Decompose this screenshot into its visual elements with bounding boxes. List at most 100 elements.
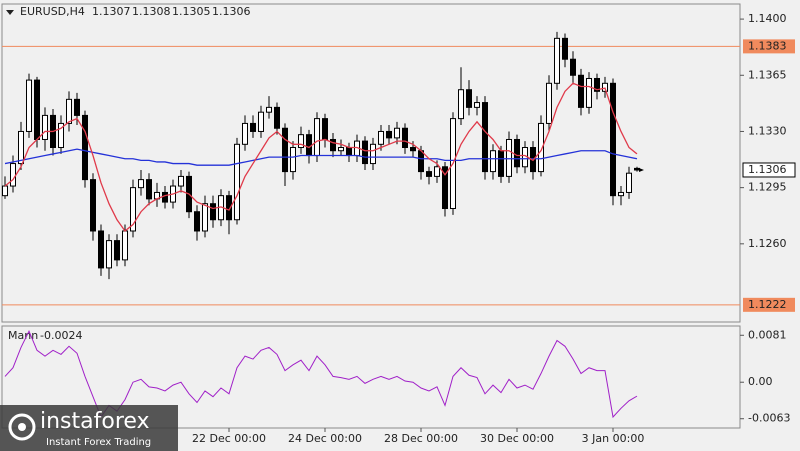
candle-body [594,77,600,92]
logo-bg [0,405,178,451]
candle-body [138,179,144,189]
candle-body [442,166,448,210]
candle-body [322,118,328,140]
level-label: 1.1383 [748,39,787,52]
candle-body [538,122,544,173]
level-label: 1.1222 [748,298,787,311]
candle-body [346,147,352,157]
candle-body [274,106,280,129]
candle-body [426,171,432,177]
candle-body [82,114,88,181]
candle-body [626,172,632,193]
candle-body [370,143,376,165]
candle-body [210,203,216,221]
x-tick-label: 30 Dec 00:00 [480,432,554,445]
candle-body [418,150,424,173]
header-high: 1.1308 [132,5,171,18]
indicator-tick-label: 0.0081 [748,328,787,341]
header-close: 1.1306 [212,5,251,18]
candle-body [258,111,264,132]
candle-body [194,211,200,232]
candle-body [434,166,440,177]
candle-body [482,102,488,173]
x-tick-label: 24 Dec 00:00 [288,432,362,445]
candle-body [362,140,368,165]
candle-body [106,240,112,269]
y-tick-label: 1.1260 [748,237,787,250]
candle-body [410,147,416,152]
candle-body [250,122,256,132]
candle-body [146,179,152,200]
candle-body [458,89,464,120]
x-tick-label: 28 Dec 00:00 [384,432,458,445]
candle-body [162,191,168,203]
symbol: EURUSD,H4 [20,5,85,18]
candle-body [330,138,336,152]
indicator-name: Mann [8,329,38,342]
candle-body [498,150,504,177]
candle-body [130,187,136,232]
candle-body [234,143,240,221]
level-box [743,39,795,54]
candle-body [26,79,32,132]
indicator-tick-label: -0.0063 [748,412,790,425]
candle-body [202,203,208,232]
candle-body [290,147,296,173]
menu-arrow [6,10,14,15]
candle-body [562,37,568,60]
last-price-label: 1.1306 [748,163,787,176]
x-tick-label: 3 Jan 00:00 [582,432,645,445]
candle-body [2,185,8,197]
logo-icon [8,413,36,441]
candle-body [66,98,72,124]
candle-body [98,230,104,269]
candle-body [466,89,472,108]
header-open: 1.1307 [92,5,131,18]
y-tick-label: 1.1400 [748,12,787,25]
candle-body [506,138,512,177]
header-low: 1.1305 [172,5,211,18]
candle-body [122,230,128,261]
candle-body [74,98,80,116]
last-price-arrow [639,167,644,172]
candle-body [546,82,552,124]
candle-body [386,130,392,139]
y-tick-label: 1.1330 [748,124,787,137]
candle-body [306,134,312,157]
candle-body [402,127,408,149]
candle-body [514,138,520,168]
candle-body [242,122,248,145]
candle-body [282,127,288,173]
x-tick-label: 22 Dec 00:00 [192,432,266,445]
candle-body [618,191,624,197]
candle-body [10,163,16,187]
candle-body [578,74,584,108]
candle-body [34,79,40,140]
candle-body [18,130,24,165]
last-price-box [742,162,796,178]
candle-body [490,150,496,173]
candle-body [90,179,96,232]
candle-body [266,106,272,113]
candle-body [114,240,120,261]
candle-body [42,114,48,140]
candle-body [474,102,480,108]
moving-average [4,82,638,232]
candle-body [338,147,344,152]
logo-tagline: Instant Forex Trading [46,437,151,448]
candle-body [634,167,640,171]
level-box [743,297,795,312]
indicator-tick-label: 0.00 [748,375,773,388]
candle-body [178,175,184,187]
candle-body [378,130,384,145]
logo-icon-dot [18,423,26,431]
y-tick-label: 1.1295 [748,181,787,194]
moving-average [4,148,638,166]
candle-body [554,37,560,84]
candle-body [226,195,232,221]
candle-body [58,122,64,149]
y-tick-label: 1.1365 [748,68,787,81]
candle-body [394,127,400,139]
